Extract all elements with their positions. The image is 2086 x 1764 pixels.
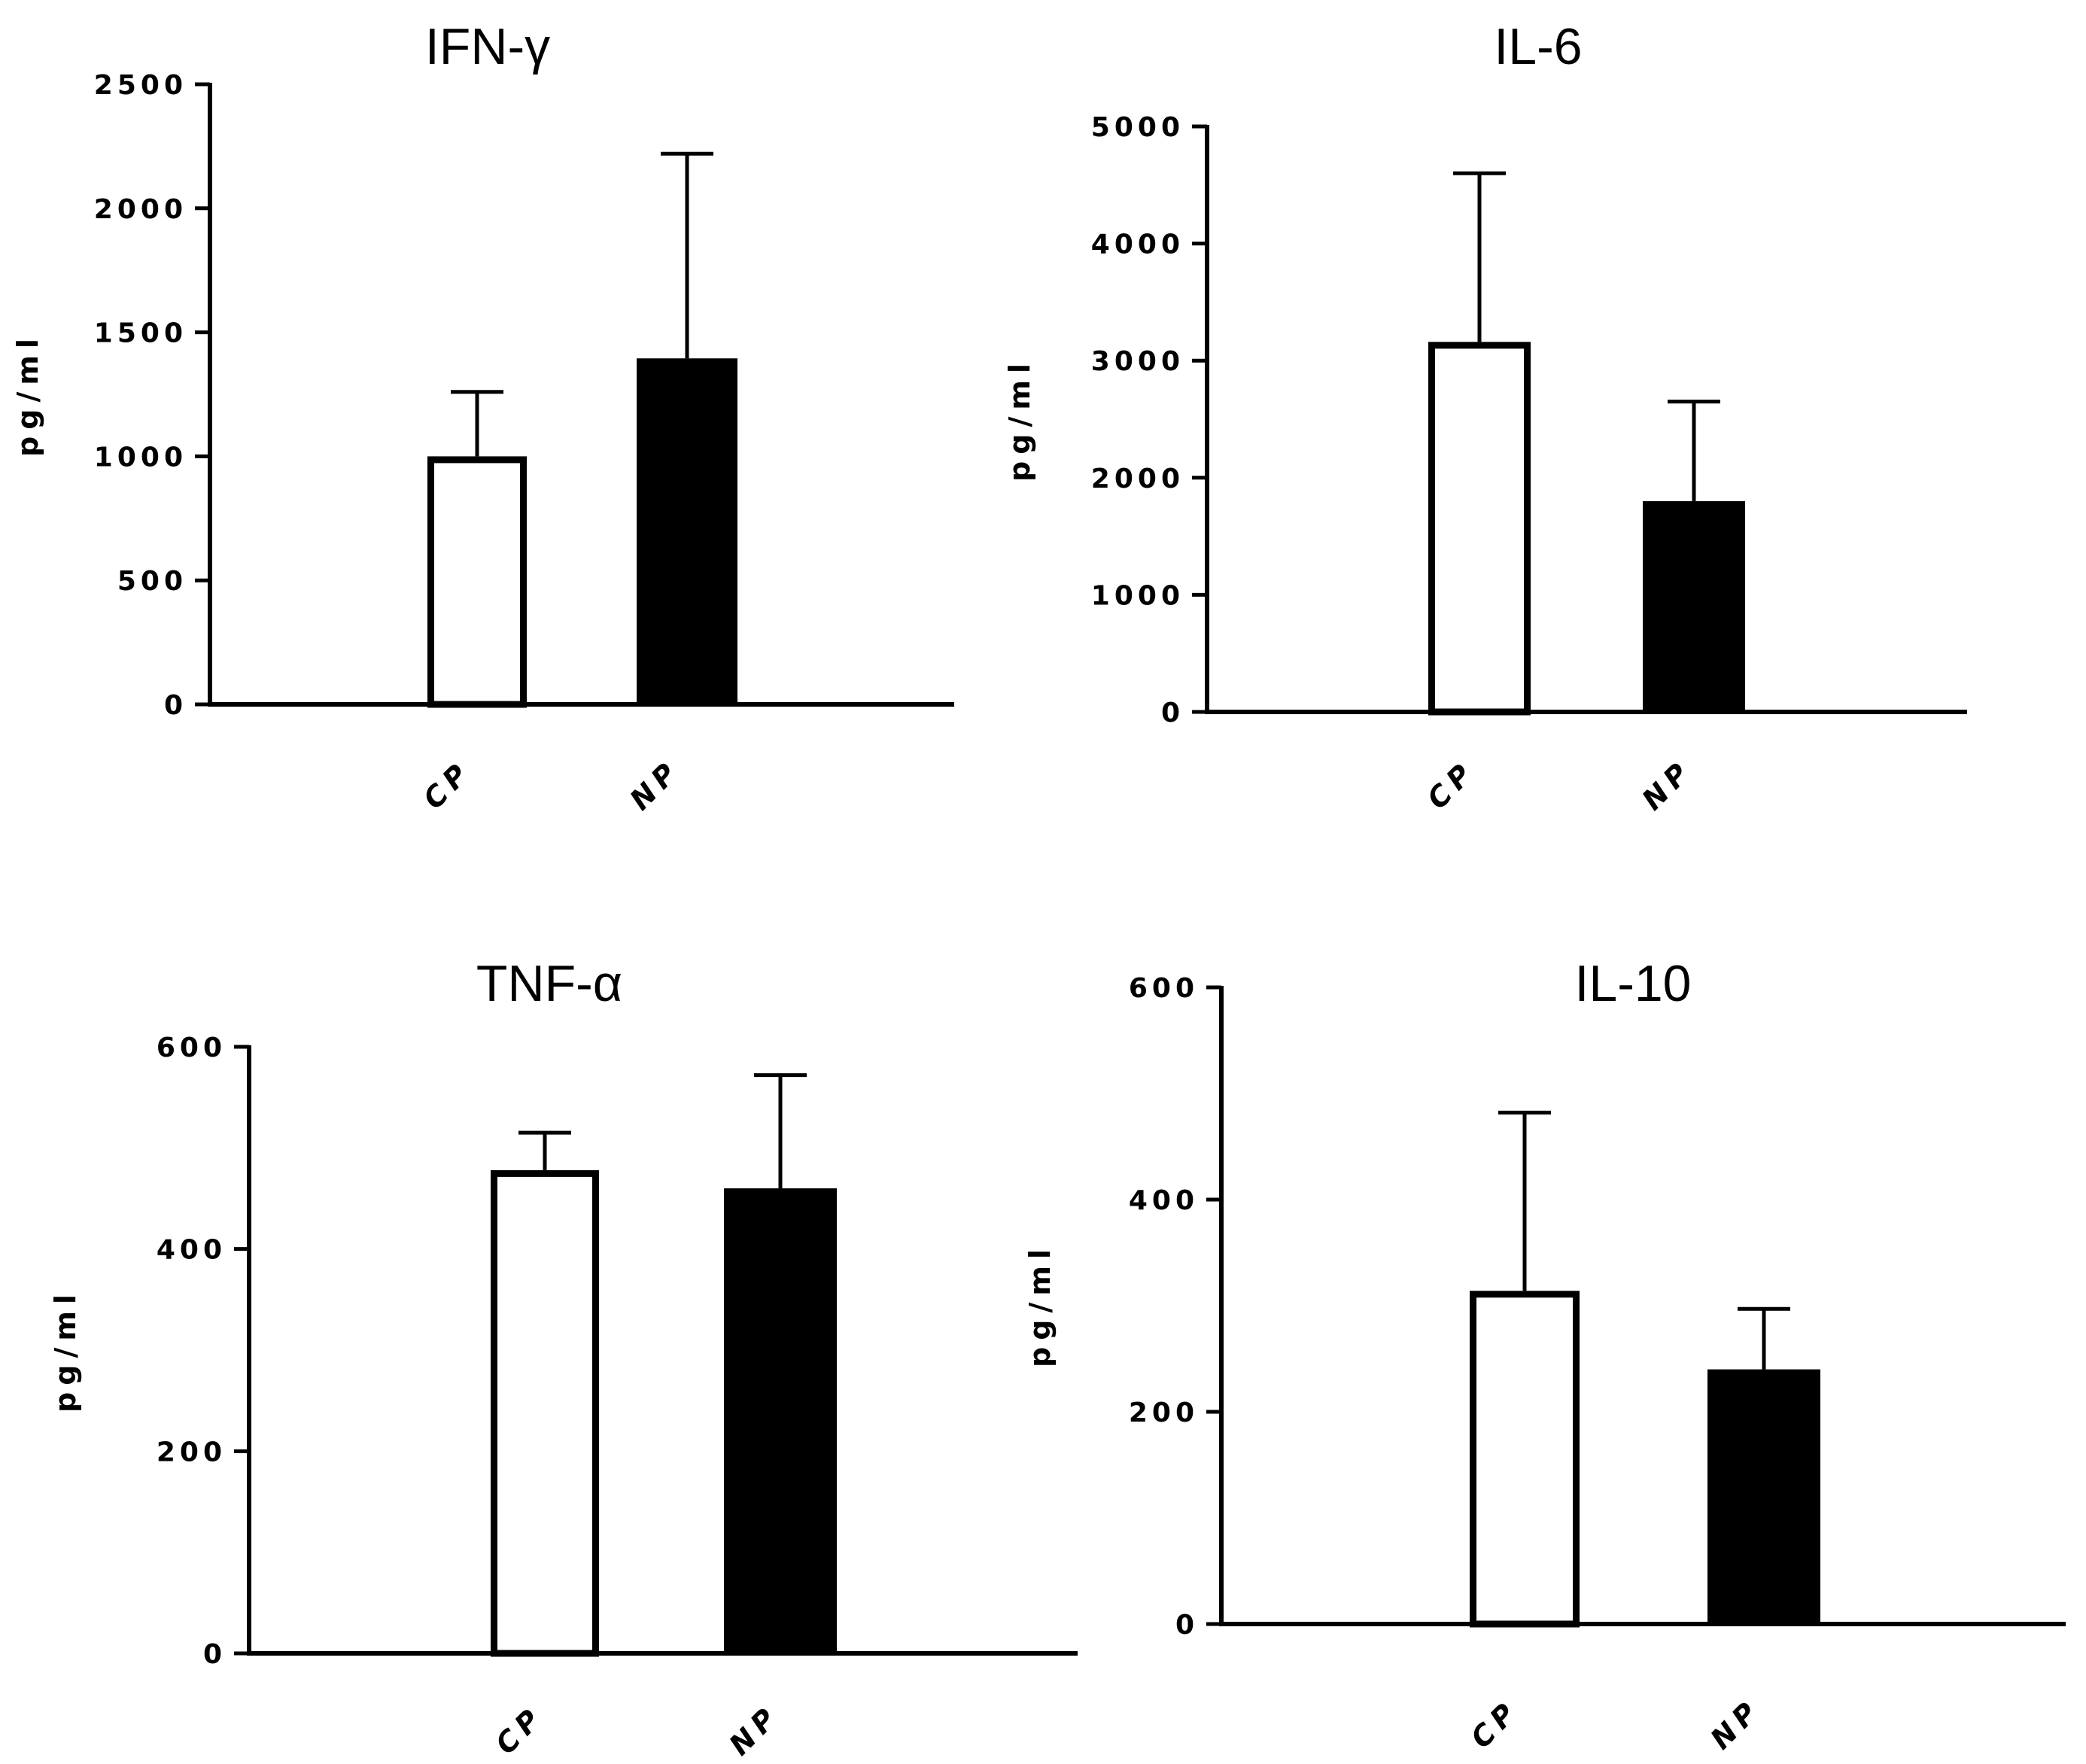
tnf-alpha-y-axis-label: pg/ml (49, 1288, 82, 1413)
tnf-alpha-bar-np (724, 1188, 837, 1653)
il-6-bar-cp (1428, 342, 1531, 716)
il-10-y-tick-label: 0 (1175, 1610, 1199, 1641)
ifn-gamma-title: IFN-γ (425, 18, 550, 75)
ifn-gamma-y-tick-label: 2500 (94, 70, 187, 101)
ifn-gamma-bar-cp (427, 456, 527, 708)
il-6-y-tick-label: 3000 (1091, 346, 1184, 377)
il-6-y-tick-label: 4000 (1091, 230, 1184, 260)
ifn-gamma-y-axis-label: pg/ml (11, 332, 44, 457)
il-10-y-tick-label: 400 (1129, 1185, 1199, 1216)
il-6-y-axis-label: pg/ml (1003, 357, 1036, 482)
il-6-y-tick-label: 1000 (1091, 580, 1184, 611)
ifn-gamma-y-tick-label: 2000 (94, 194, 187, 225)
il-10-y-axis-label: pg/ml (1023, 1242, 1057, 1367)
ifn-gamma-y-tick-label: 0 (164, 690, 187, 721)
tnf-alpha-y-tick-label: 0 (203, 1639, 227, 1670)
tnf-alpha-bar-cp (491, 1169, 599, 1657)
tnf-alpha-y-tick-label: 200 (157, 1437, 227, 1467)
il-6-y-tick-label: 2000 (1091, 464, 1184, 494)
ifn-gamma-y-tick-label: 1500 (94, 318, 187, 349)
il-10-y-tick-label: 200 (1129, 1398, 1199, 1428)
il-6-bar-np (1643, 500, 1745, 712)
il-6-y-tick-label: 0 (1161, 698, 1184, 728)
il-10-title: IL-10 (1575, 955, 1692, 1012)
tnf-alpha-y-tick-label: 600 (157, 1033, 227, 1063)
il-6-title: IL-6 (1494, 18, 1582, 75)
ifn-gamma-y-tick-label: 1000 (94, 442, 187, 473)
il-10-bar-cp (1470, 1291, 1580, 1628)
ifn-gamma-y-tick-label: 500 (117, 566, 187, 597)
il-10-y-tick-label: 600 (1129, 973, 1199, 1004)
il-6-y-tick-label: 5000 (1091, 112, 1184, 143)
tnf-alpha-y-tick-label: 400 (157, 1235, 227, 1266)
tnf-alpha-title: TNF-α (476, 955, 622, 1012)
ifn-gamma-bar-np (637, 358, 737, 704)
il-10-bar-np (1707, 1369, 1820, 1624)
